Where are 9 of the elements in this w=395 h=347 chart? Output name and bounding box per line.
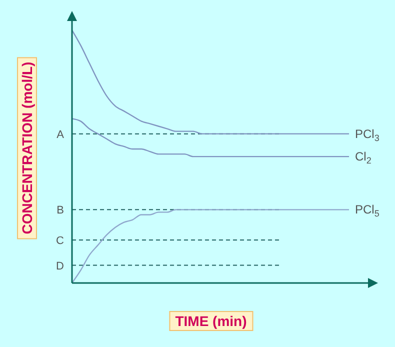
series-label: PCl$_{5}$ [355,202,380,218]
series-label: PCl$_{3}$ [355,126,380,143]
y-axis-title: CONCENTRATION (mol/L) [19,62,35,234]
ref-line-label: A [56,128,65,141]
ref-line-label: C [56,235,64,248]
ref-line-label: B [56,204,64,217]
x-axis-title: TIME (min) [175,313,247,329]
series-label: Cl$_{2}$ [355,150,372,166]
ref-line-label: D [56,260,64,272]
